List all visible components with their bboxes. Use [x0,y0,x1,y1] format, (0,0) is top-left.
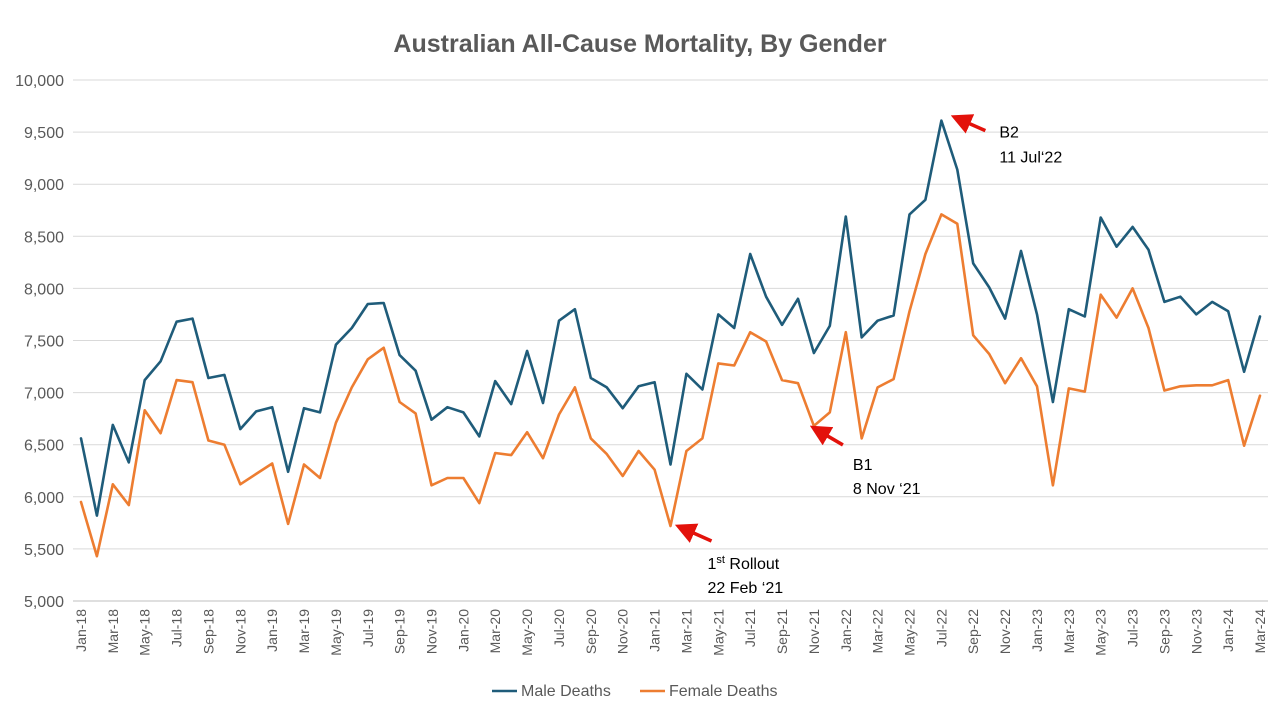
x-tick-label: Mar-21 [678,609,694,654]
b1-label: B1 [853,457,873,474]
x-tick-label: Sep-20 [583,609,599,654]
x-tick-label: Mar-24 [1252,609,1268,654]
legend-label-male: Male Deaths [521,683,611,700]
x-tick-label: Jul-19 [360,609,376,647]
y-tick-label: 9,500 [24,125,64,142]
x-tick-label: Jul-18 [169,609,185,647]
x-axis-ticks: Jan-18 Mar-18 May-18 Jul-18 Sep-18 Nov-18 Jan-… [73,609,1268,656]
x-tick-label: May-23 [1093,609,1109,656]
x-tick-label: Jul-21 [742,609,758,647]
b1-date-label: 8 Nov ‘21 [853,481,921,498]
x-tick-label: Jan-20 [455,609,471,652]
y-tick-label: 6,000 [24,490,64,507]
x-tick-label: Mar-22 [870,609,886,654]
x-tick-label: Jan-18 [73,609,89,652]
x-tick-label: Nov-22 [997,609,1013,654]
x-tick-label: Mar-19 [296,609,312,654]
x-tick-label: Sep-22 [965,609,981,654]
x-tick-label: Mar-20 [487,609,503,654]
x-tick-label: Jan-24 [1220,609,1236,652]
rollout-date-label: 22 Feb ‘21 [708,580,784,597]
x-tick-label: Mar-18 [105,609,121,654]
x-tick-label: Nov-20 [615,609,631,654]
y-tick-label: 8,500 [24,229,64,246]
y-tick-label: 7,000 [24,386,64,403]
x-tick-label: May-19 [328,609,344,656]
b2-label: B2 [999,125,1019,142]
chart-title: Australian All-Cause Mortality, By Gende… [393,30,886,58]
y-tick-label: 8,000 [24,281,64,298]
b1-arrow [809,425,844,447]
x-tick-label: Mar-23 [1061,609,1077,654]
x-tick-label: Sep-18 [200,609,216,654]
rollout-label: 1st Rollout [708,554,780,573]
y-tick-label: 9,000 [24,177,64,194]
y-tick-label: 7,500 [24,334,64,351]
x-tick-label: May-22 [902,609,918,656]
b2-date-label: 11 Jul‘22 [999,150,1062,167]
male-deaths-line [79,119,1262,517]
y-axis-ticks: 5,000 5,500 6,000 6,500 7,000 7,500 8,000 8,500… [15,73,64,611]
annotations: 1st Rollout 22 Feb ‘21 B1 8 Nov ‘21 B2 11 Jul… [674,114,1062,597]
x-tick-label: Jan-21 [647,609,663,652]
x-tick-label: Nov-19 [424,609,440,654]
series-lines [79,119,1262,558]
y-tick-label: 5,500 [24,542,64,559]
x-tick-label: May-18 [137,609,153,656]
x-tick-label: May-21 [710,609,726,656]
y-tick-label: 5,000 [24,594,64,611]
x-tick-label: May-20 [519,609,535,656]
b2-arrow [950,114,987,134]
x-tick-label: Jan-19 [264,609,280,652]
y-tick-label: 10,000 [15,73,64,90]
legend: Male Deaths Female Deaths [492,683,778,700]
legend-label-female: Female Deaths [669,683,778,700]
x-tick-label: Sep-19 [392,609,408,654]
rollout-arrow [674,523,713,543]
x-tick-label: Sep-23 [1156,609,1172,654]
x-tick-label: Jul-23 [1125,609,1141,647]
female-deaths-line [79,213,1262,558]
x-tick-label: Jan-22 [838,609,854,652]
x-tick-label: Sep-21 [774,609,790,654]
x-tick-label: Nov-18 [232,609,248,654]
y-tick-label: 6,500 [24,438,64,455]
gridlines [73,79,1268,602]
x-tick-label: Jul-20 [551,609,567,647]
x-tick-label: Jan-23 [1029,609,1045,652]
x-tick-label: Nov-21 [806,609,822,654]
x-tick-label: Nov-23 [1188,609,1204,654]
x-tick-label: Jul-22 [933,609,949,647]
